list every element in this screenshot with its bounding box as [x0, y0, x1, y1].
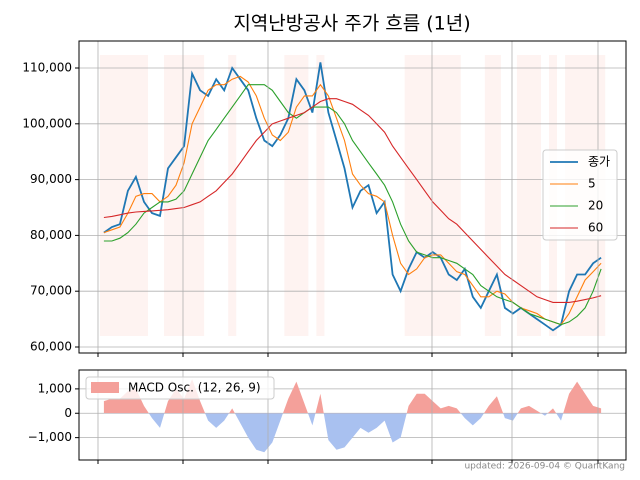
price-line	[103, 62, 602, 332]
footer: updated: 2026-09-04 © QuantKang	[464, 462, 625, 472]
legend-label: 60	[588, 221, 603, 235]
legend-label: 5	[588, 177, 596, 191]
y-tick-label: 0	[64, 406, 72, 420]
signal-band	[228, 55, 237, 336]
price-line	[103, 84, 602, 326]
signal-band	[316, 55, 325, 336]
chart-title: 지역난방공사 주가 흐름 (1년)	[233, 13, 470, 35]
x-ticks	[97, 353, 599, 464]
y-tick-label: 60,000	[30, 340, 72, 354]
y-tick-label: 110,000	[22, 61, 72, 75]
signal-band	[516, 55, 541, 336]
signal-band	[164, 55, 205, 336]
marks	[103, 62, 602, 453]
y-tick-label: 1,000	[38, 381, 72, 395]
y-tick-label: 80,000	[30, 228, 72, 242]
legends: 종가 5 20 60 MACD Osc. (12, 26, 9)	[85, 149, 618, 400]
legend-label: 종가	[588, 155, 610, 169]
axes-frame	[78, 369, 627, 461]
signal-band	[99, 55, 148, 336]
osc-area-negative	[103, 413, 602, 453]
y-tick-label: −1,000	[28, 430, 72, 444]
legend-box	[85, 376, 275, 400]
signal-band	[284, 55, 309, 336]
bands	[99, 55, 606, 336]
legend-label: 20	[588, 199, 603, 213]
signal-band	[404, 55, 461, 336]
y-tick-label: 70,000	[30, 284, 72, 298]
y-tick-label: 90,000	[30, 172, 72, 186]
legend-swatch	[91, 382, 119, 393]
axes-frame	[78, 40, 627, 354]
legend-box	[542, 149, 618, 241]
price-line	[103, 98, 602, 303]
y-tick-label: 100,000	[22, 116, 72, 130]
legend-label: MACD Osc. (12, 26, 9)	[128, 381, 261, 395]
